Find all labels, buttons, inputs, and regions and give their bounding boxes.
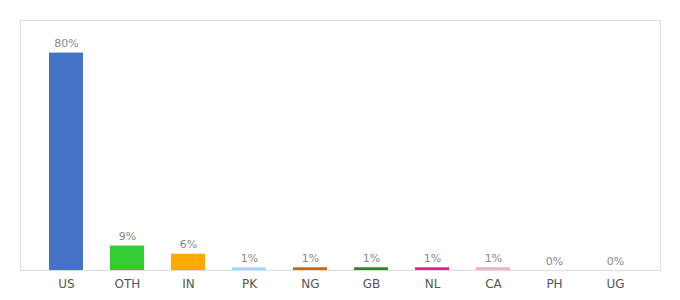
svg-text:NL: NL xyxy=(425,277,441,291)
svg-text:0%: 0% xyxy=(607,255,624,268)
svg-text:1%: 1% xyxy=(485,252,502,265)
svg-text:CA: CA xyxy=(485,277,502,291)
svg-text:1%: 1% xyxy=(241,252,258,265)
svg-text:80%: 80% xyxy=(54,37,78,50)
svg-text:UG: UG xyxy=(606,277,624,291)
svg-text:0%: 0% xyxy=(546,255,563,268)
svg-text:IN: IN xyxy=(182,277,195,291)
svg-text:PH: PH xyxy=(546,277,562,291)
svg-text:OTH: OTH xyxy=(115,277,141,291)
svg-text:US: US xyxy=(58,277,74,291)
svg-text:1%: 1% xyxy=(363,252,380,265)
svg-text:NG: NG xyxy=(301,277,319,291)
svg-text:6%: 6% xyxy=(180,238,197,251)
svg-text:1%: 1% xyxy=(424,252,441,265)
svg-text:PK: PK xyxy=(242,277,258,291)
svg-text:9%: 9% xyxy=(119,230,136,243)
svg-text:1%: 1% xyxy=(302,252,319,265)
svg-text:GB: GB xyxy=(363,277,381,291)
